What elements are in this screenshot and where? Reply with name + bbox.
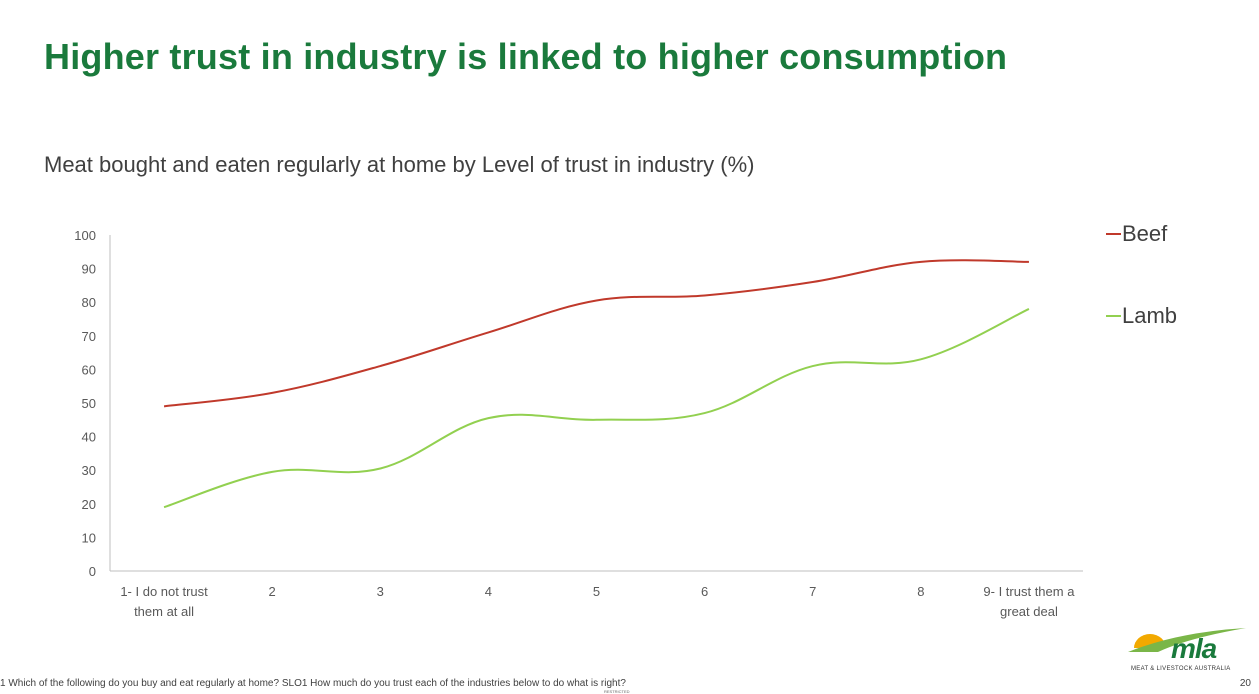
series-line-beef: [163, 259, 1029, 408]
y-tick-label: 40: [82, 430, 96, 445]
y-tick-label: 60: [82, 362, 96, 377]
x-axis: 1- I do not trust them at all 2 3 4 5 6 7 8 9- I …: [110, 570, 1083, 619]
y-tick-label: 30: [82, 463, 96, 478]
y-tick-label: 10: [82, 530, 96, 545]
x-tick-label: 8: [917, 584, 924, 599]
x-tick-label: 2: [269, 584, 276, 599]
series-line-lamb: [163, 308, 1030, 509]
legend: Beef Lamb: [1106, 221, 1177, 328]
x-tick-label: 4: [485, 584, 492, 599]
mla-logo-icon: [1128, 628, 1246, 652]
footnote: 1 Which of the following do you buy and …: [0, 678, 626, 689]
y-tick-label: 20: [82, 497, 96, 512]
slide-title: Higher trust in industry is linked to hi…: [44, 36, 1008, 77]
x-tick-label: 6: [701, 584, 708, 599]
line-chart: 0 10 20 30 40 50 60 70 80 90 100 1- I do not trust…: [74, 221, 1177, 619]
logo-text: mla: [1171, 633, 1217, 664]
series-lines: [163, 259, 1030, 509]
logo-subtitle: MEAT & LIVESTOCK AUSTRALIA: [1131, 666, 1231, 672]
legend-label-lamb: Lamb: [1122, 303, 1177, 328]
y-tick-label: 0: [89, 564, 96, 579]
y-tick-label: 50: [82, 396, 96, 411]
y-tick-label: 90: [82, 262, 96, 277]
chart-title: Meat bought and eaten regularly at home …: [44, 152, 755, 177]
y-tick-label: 80: [82, 295, 96, 310]
y-tick-label: 100: [74, 228, 96, 243]
y-tick-label: 70: [82, 329, 96, 344]
page-number: 20: [1239, 678, 1251, 689]
x-tick-label: 7: [809, 584, 816, 599]
x-tick-label: 5: [593, 584, 600, 599]
y-axis: 0 10 20 30 40 50 60 70 80 90 100: [74, 228, 111, 579]
x-tick-label: 1- I do not trust them at all: [120, 584, 208, 619]
legend-label-beef: Beef: [1122, 221, 1168, 246]
x-tick-label: 3: [377, 584, 384, 599]
restricted-label: RESTRICTED: [604, 689, 630, 694]
x-tick-label: 9- I trust them a great deal: [983, 584, 1075, 619]
